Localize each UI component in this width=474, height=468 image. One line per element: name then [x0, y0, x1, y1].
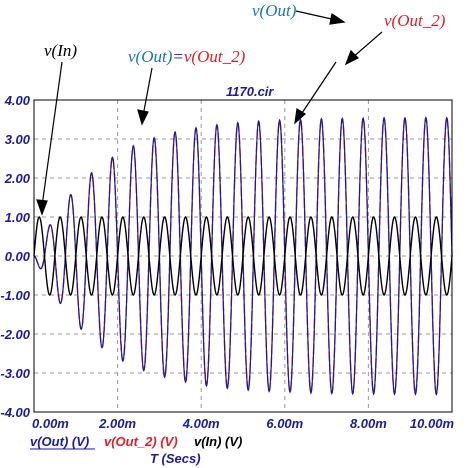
arrow-vout2-b	[299, 61, 337, 117]
annotation-vout-top: v(Out)	[252, 1, 297, 20]
legend-vin: v(In) (V)	[194, 434, 242, 449]
x-tick-label: 8.00m	[350, 416, 387, 431]
y-tick-label: -2.00	[0, 327, 30, 342]
x-tick-label: 2.00m	[98, 416, 136, 431]
arrow-vout-top	[295, 10, 337, 21]
y-tick-label: 2.00	[4, 171, 31, 186]
y-tick-label: 3.00	[5, 132, 31, 147]
series-layer	[33, 116, 453, 396]
arrow-vout2-a	[351, 31, 383, 59]
y-tick-label: 4.00	[4, 93, 31, 108]
annotation-vout2-top: v(Out_2)	[384, 11, 446, 30]
arrow-vout2-a-head	[344, 49, 360, 66]
annotation-vout-eq-right: v(Out_2)	[184, 47, 246, 66]
annotation-arrows	[36, 10, 383, 216]
x-axis-label: T (Secs)	[150, 451, 201, 466]
arrow-vout-eq-head	[137, 109, 149, 126]
y-tick-label: 1.00	[5, 210, 31, 225]
legend-vout2: v(Out_2) (V)	[104, 434, 178, 449]
annotation-vin: v(In)	[44, 41, 77, 60]
x-tick-label: 0.00m	[32, 416, 69, 431]
arrow-vout2-b-head	[294, 108, 306, 125]
chart-title: 1170.cir	[226, 84, 274, 99]
annotation-vout-eq-mid: =	[172, 47, 183, 66]
y-tick-label: -1.00	[0, 288, 30, 303]
x-tick-label: 4.00m	[182, 416, 220, 431]
series-line-v-in-v	[33, 216, 453, 296]
annotation-vout-eq: v(Out)=v(Out_2)	[128, 47, 246, 66]
y-tick-label: 0.00	[5, 249, 31, 264]
legend: v(Out) (V) v(Out_2) (V) v(In) (V)	[30, 434, 242, 450]
arrow-vout-top-head	[329, 13, 346, 25]
plot-frame	[33, 99, 453, 413]
x-tick-label: 6.00m	[266, 416, 303, 431]
y-tick-label: -3.00	[0, 366, 30, 381]
x-tick-label: 10.00m	[410, 416, 455, 431]
y-tick-labels: 4.00 3.00 2.00 1.00 0.00 -1.00 -2.00 -3.00 -4.00	[0, 93, 30, 420]
arrow-vin-head	[36, 199, 48, 216]
arrow-vin	[41, 61, 63, 207]
annotation-vout-eq-left: v(Out)	[128, 47, 173, 66]
x-tick-labels: 0.00m 2.00m 4.00m 6.00m 8.00m 10.00m	[32, 416, 454, 431]
y-tick-label: -4.00	[0, 405, 30, 420]
legend-vout: v(Out) (V)	[30, 434, 89, 449]
arrow-vout-eq	[142, 67, 153, 117]
